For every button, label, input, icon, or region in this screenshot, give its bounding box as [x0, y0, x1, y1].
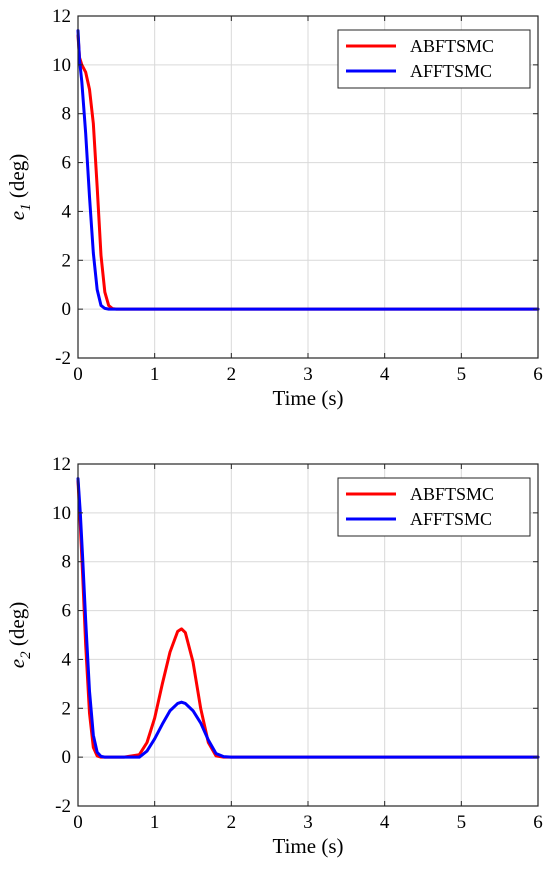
legend-label-afftsmc: AFFTSMC: [410, 509, 492, 529]
x-tick-label: 6: [533, 812, 543, 833]
x-tick-label: 2: [227, 812, 237, 833]
y-axis-label-unit: (deg): [5, 602, 29, 652]
y-tick-label: 4: [62, 201, 72, 222]
legend-label-afftsmc: AFFTSMC: [410, 61, 492, 81]
y-tick-label: 6: [62, 601, 72, 622]
x-tick-label: 5: [457, 364, 467, 385]
x-tick-label: 1: [150, 364, 160, 385]
series-line-afftsmc: [76, 29, 540, 311]
legend-box: [337, 29, 531, 89]
legend-label-abftsmc: ABFTSMC: [410, 484, 494, 504]
y-tick-label: 4: [62, 649, 72, 670]
y-tick-label: 12: [52, 6, 71, 27]
y-axis-label-subscript: 2: [18, 651, 34, 659]
y-axis-label-symbol: e: [5, 211, 29, 220]
y-axis-label: e1 (deg): [5, 154, 34, 220]
x-tick-label: 4: [380, 812, 390, 833]
y-tick-label: 0: [62, 299, 72, 320]
y-axis-label-symbol: e: [5, 659, 29, 668]
x-tick-label: 6: [533, 364, 543, 385]
y-tick-label: 2: [62, 698, 72, 719]
x-tick-label: 3: [303, 364, 313, 385]
y-tick-label: 10: [52, 503, 71, 524]
legend: ABFTSMC AFFTSMC: [337, 29, 531, 89]
y-tick-label: 8: [62, 552, 72, 573]
x-axis-label: Time (s): [273, 834, 344, 858]
legend-label-abftsmc: ABFTSMC: [410, 36, 494, 56]
y-tick-label: 0: [62, 747, 72, 768]
x-tick-label: 1: [150, 812, 160, 833]
x-tick-label: 4: [380, 364, 390, 385]
x-tick-label: 5: [457, 812, 467, 833]
y-axis-label: e2 (deg): [5, 602, 34, 668]
y-tick-label: -2: [55, 796, 71, 817]
x-tick-label: 2: [227, 364, 237, 385]
x-tick-label: 0: [73, 364, 83, 385]
x-axis-label: Time (s): [273, 386, 344, 410]
y-tick-label: 6: [62, 153, 72, 174]
y-axis-label-subscript: 1: [18, 203, 34, 211]
series-line-afftsmc: [76, 477, 540, 759]
legend-box: [337, 477, 531, 537]
y-tick-label: 8: [62, 104, 72, 125]
y-tick-label: -2: [55, 348, 71, 369]
y-tick-label: 10: [52, 55, 71, 76]
y-tick-label: 2: [62, 250, 72, 271]
y-tick-label: 12: [52, 454, 71, 475]
y-axis-label-unit: (deg): [5, 154, 29, 204]
x-tick-label: 0: [73, 812, 83, 833]
legend: ABFTSMC AFFTSMC: [337, 477, 531, 537]
x-tick-label: 3: [303, 812, 313, 833]
